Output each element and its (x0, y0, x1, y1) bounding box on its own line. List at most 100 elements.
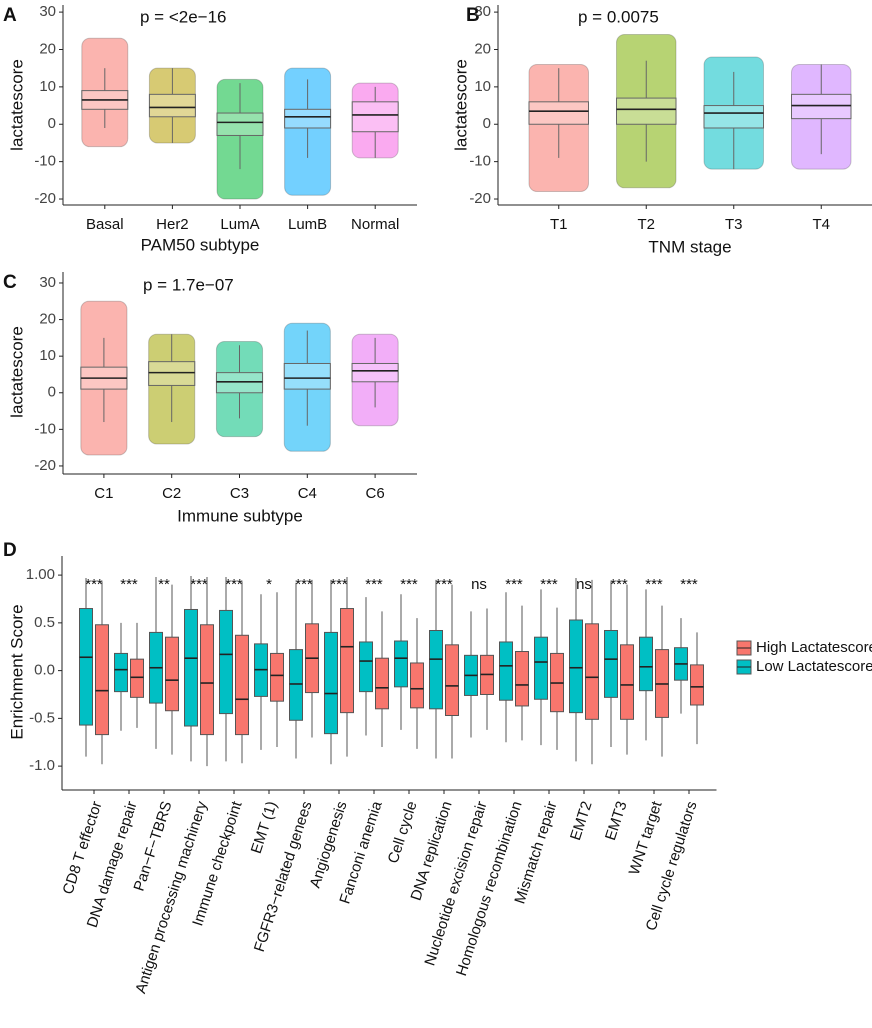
box (616, 97, 677, 125)
box (429, 629, 443, 710)
x-axis-label: Immune subtype (177, 506, 303, 525)
box (148, 361, 196, 386)
x-tick-label: EMT2 (567, 799, 596, 842)
box (340, 608, 354, 714)
y-tick-label: 20 (39, 311, 56, 328)
legend-label: Low Lactatescore (756, 658, 872, 675)
legend-label: High Lactatescore (756, 639, 872, 656)
y-tick-label: -20 (469, 190, 491, 207)
box (410, 662, 424, 709)
significance: *** (365, 576, 383, 593)
x-tick-label: EMT (1) (248, 799, 281, 856)
x-tick-label: C6 (366, 485, 385, 502)
box (585, 623, 599, 720)
y-tick-label: 0 (48, 115, 56, 132)
y-tick-label: 10 (474, 78, 491, 95)
significance: *** (435, 576, 453, 593)
box (534, 636, 548, 700)
box (528, 101, 589, 125)
box (289, 649, 303, 721)
box (515, 651, 529, 707)
y-tick-label: -1.0 (29, 757, 55, 774)
box (79, 608, 93, 726)
x-axis-label: TNM stage (648, 237, 731, 256)
x-tick-label: T3 (725, 216, 743, 233)
box (569, 619, 583, 714)
p-value: p = 1.7e−07 (143, 275, 234, 294)
box (359, 641, 373, 693)
p-value: p = <2e−16 (140, 7, 227, 26)
y-tick-label: -10 (469, 153, 491, 170)
significance: *** (190, 576, 208, 593)
box (791, 93, 852, 120)
significance: ns (576, 576, 592, 593)
x-tick-label: EMT3 (602, 799, 631, 842)
x-tick-label: T4 (812, 216, 830, 233)
box (351, 101, 399, 133)
y-axis-label: lactatescore (7, 59, 26, 151)
panel-letter: D (3, 540, 17, 561)
y-tick-label: 0.0 (34, 662, 55, 679)
y-tick-label: 30 (39, 274, 56, 291)
box (639, 636, 653, 692)
box (130, 658, 144, 698)
box (351, 362, 399, 383)
box (375, 657, 389, 710)
box (270, 652, 284, 702)
significance: *** (225, 576, 243, 593)
y-tick-label: 30 (39, 3, 56, 20)
y-tick-label: 30 (474, 3, 491, 20)
y-tick-label: 0 (483, 115, 491, 132)
y-tick-label: 0.5 (34, 614, 55, 631)
y-tick-label: 20 (39, 40, 56, 57)
box (283, 362, 331, 390)
box (114, 652, 128, 693)
box (324, 631, 338, 735)
significance: *** (540, 576, 558, 593)
y-tick-label: -20 (34, 190, 56, 207)
y-axis-label: lactatescore (7, 326, 26, 418)
box (219, 609, 233, 715)
box (394, 640, 408, 688)
y-axis-label: lactatescore (451, 59, 470, 151)
y-tick-label: -10 (34, 153, 56, 170)
box (216, 112, 264, 136)
significance: *** (505, 576, 523, 593)
significance: *** (330, 576, 348, 593)
significance: ** (158, 576, 170, 593)
box (200, 624, 214, 736)
significance: *** (645, 576, 663, 593)
box (235, 634, 249, 736)
x-tick-label: T2 (637, 216, 655, 233)
x-tick-label: Her2 (156, 216, 189, 233)
box (604, 629, 618, 698)
x-tick-label: LumB (288, 216, 327, 233)
significance: *** (85, 576, 103, 593)
x-tick-label: Cell cycle (385, 799, 421, 865)
significance: *** (120, 576, 138, 593)
y-tick-label: 10 (39, 347, 56, 364)
significance: ns (471, 576, 487, 593)
x-tick-label: C4 (298, 485, 317, 502)
box (284, 108, 332, 129)
panel-letter: C (3, 272, 17, 293)
significance: *** (295, 576, 313, 593)
y-axis-label: Enrichment Score (7, 604, 26, 739)
box (445, 644, 459, 717)
x-tick-label: LumA (220, 216, 259, 233)
box (703, 105, 764, 129)
x-tick-label: Basal (86, 216, 124, 233)
y-tick-label: -20 (34, 457, 56, 474)
significance: *** (610, 576, 628, 593)
box (499, 641, 513, 701)
y-tick-label: 10 (39, 78, 56, 95)
significance: * (266, 576, 272, 593)
x-tick-label: C2 (162, 485, 181, 502)
x-tick-label: C3 (230, 485, 249, 502)
box (620, 644, 634, 720)
y-tick-label: -10 (34, 420, 56, 437)
y-tick-label: 20 (474, 40, 491, 57)
box (165, 636, 179, 712)
x-axis-label: PAM50 subtype (141, 235, 260, 254)
